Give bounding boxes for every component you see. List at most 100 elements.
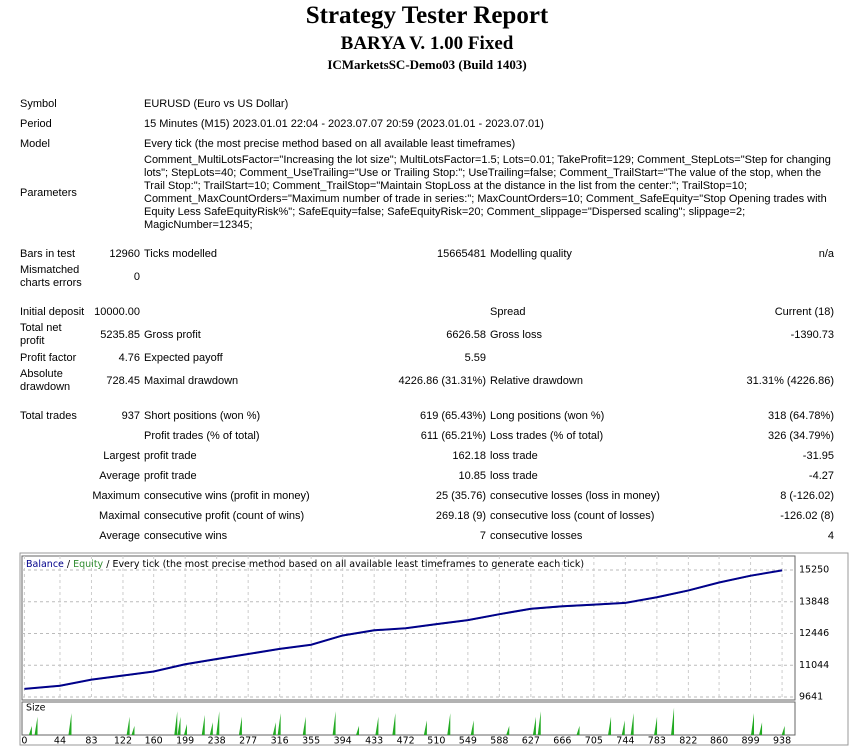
field-value3: -1390.73 — [790, 328, 834, 341]
y-tick-label: 11044 — [799, 660, 829, 671]
size-bar — [447, 713, 451, 735]
spacer — [90, 94, 142, 114]
field-value2: 6626.58 — [446, 328, 486, 341]
field-label3: Spread — [490, 305, 526, 318]
field-label3: Gross loss — [490, 328, 542, 341]
size-bar — [506, 725, 510, 735]
x-tick-label: 316 — [271, 736, 289, 747]
field-label: Mismatched charts errors — [20, 264, 82, 289]
field-label2: Maximal drawdown — [144, 374, 239, 387]
field-value: 4.76 — [118, 351, 140, 364]
field-label: Total trades — [20, 409, 77, 422]
field-value3: 4 — [827, 529, 834, 542]
x-tick-label: 472 — [397, 736, 415, 747]
field-text: Every tick (the most precise method base… — [144, 137, 516, 150]
size-bar — [356, 725, 360, 735]
x-tick-label: 899 — [742, 736, 760, 747]
legend-separator: / — [64, 559, 73, 570]
field-label3: consecutive losses — [490, 529, 583, 542]
field-label: Symbol — [20, 97, 57, 110]
x-tick-label: 433 — [365, 736, 383, 747]
field-value2: 4226.86 (31.31%) — [398, 374, 486, 387]
spacer — [18, 426, 90, 446]
series-line — [24, 569, 783, 690]
size-label: Size — [26, 703, 46, 714]
field-label2: consecutive wins — [144, 529, 228, 542]
x-tick-label: 238 — [208, 736, 226, 747]
server-name: ICMarketsSC-Demo03 (Build 1403) — [327, 57, 527, 72]
field-value: 937 — [121, 409, 140, 422]
report-row: Maximum consecutive wins (profit in money… — [18, 486, 836, 506]
size-bar — [621, 720, 625, 735]
report-row: Average consecutive wins 7 consecutive loss… — [18, 526, 836, 546]
field-value: 5235.85 — [100, 328, 140, 341]
spacer — [90, 134, 142, 154]
field-label3: consecutive losses (loss in money) — [490, 489, 660, 502]
spacer — [342, 264, 488, 290]
spacer — [142, 290, 342, 322]
spacer — [342, 290, 488, 322]
spacer — [18, 486, 90, 506]
size-bar — [201, 714, 205, 735]
spacer — [90, 426, 142, 446]
field-label: Absolute drawdown — [20, 368, 71, 393]
field-value: Maximal — [99, 509, 140, 522]
field-value3: -31.95 — [802, 449, 834, 462]
x-tick-label: 355 — [302, 736, 320, 747]
spacer — [18, 446, 90, 466]
field-value: Average — [99, 469, 140, 482]
field-label2: consecutive profit (count of wins) — [144, 509, 305, 522]
spacer — [90, 154, 142, 232]
field-label2: Gross profit — [144, 328, 201, 341]
x-tick-label: 783 — [648, 736, 666, 747]
field-value: 728.45 — [106, 374, 140, 387]
field-value: 0 — [133, 270, 140, 283]
field-label3: Long positions (won %) — [490, 409, 605, 422]
field-text: Comment_MultiLotsFactor="Increasing the … — [144, 154, 831, 231]
report-table: Symbol EURUSD (Euro vs US Dollar) Period 15… — [18, 94, 836, 546]
spacer — [688, 348, 836, 368]
report-subtitle: BARYA V. 1.00 Fixed — [340, 33, 514, 54]
field-text: 15 Minutes (M15) 2023.01.01 22:04 - 2023… — [144, 117, 544, 130]
size-area — [21, 701, 796, 736]
x-tick-label: 277 — [239, 736, 257, 747]
field-value: 12960 — [109, 247, 140, 260]
field-label3: consecutive loss (count of losses) — [490, 509, 655, 522]
field-label3: loss trade — [490, 449, 538, 462]
field-value: Largest — [103, 449, 140, 462]
report-title: Strategy Tester Report — [305, 2, 549, 29]
spacer — [488, 348, 688, 368]
x-tick-label: 122 — [114, 736, 132, 747]
size-bar — [392, 713, 396, 735]
report-row: Initial deposit 10000.00 Spread Current (18… — [18, 290, 836, 322]
report-row: Total net profit 5235.85 Gross profit 6626.… — [18, 322, 836, 348]
field-label3: Relative drawdown — [490, 374, 583, 387]
balance-chart: 9641 11044 12446 13848 15250 0 44 83 122 160 199 23… — [19, 552, 849, 747]
field-value2: 7 — [479, 529, 486, 542]
field-label: Initial deposit — [20, 305, 85, 318]
field-value3: n/a — [818, 247, 834, 260]
field-label2: Expected payoff — [144, 351, 223, 364]
field-label2: Ticks modelled — [144, 247, 217, 260]
field-value3: 31.31% (4226.86) — [746, 374, 834, 387]
field-value2: 10.85 — [458, 469, 486, 482]
x-tick-label: 588 — [490, 736, 508, 747]
field-value3: 8 (-126.02) — [780, 489, 834, 502]
field-label2: Profit trades (% of total) — [144, 429, 260, 442]
field-value3: 318 (64.78%) — [767, 409, 834, 422]
field-value2: 5.59 — [464, 351, 486, 364]
field-value2: 611 (65.21%) — [420, 429, 486, 442]
report-row: Mismatched charts errors 0 — [18, 264, 836, 290]
report-row: Maximal consecutive profit (count of wins… — [18, 506, 836, 526]
size-bar — [630, 713, 634, 735]
spacer — [488, 264, 688, 290]
report-row: Model Every tick (the most precise method… — [18, 134, 836, 154]
x-tick-label: 860 — [710, 736, 728, 747]
field-label2: profit trade — [144, 449, 197, 462]
field-value2: 25 (35.76) — [435, 489, 486, 502]
legend: Balance / Equity / Every tick (the most … — [26, 559, 584, 570]
x-tick-label: 627 — [522, 736, 540, 747]
field-value3: -126.02 (8) — [780, 509, 834, 522]
size-bar — [277, 713, 281, 735]
field-label: Profit factor — [20, 351, 77, 364]
